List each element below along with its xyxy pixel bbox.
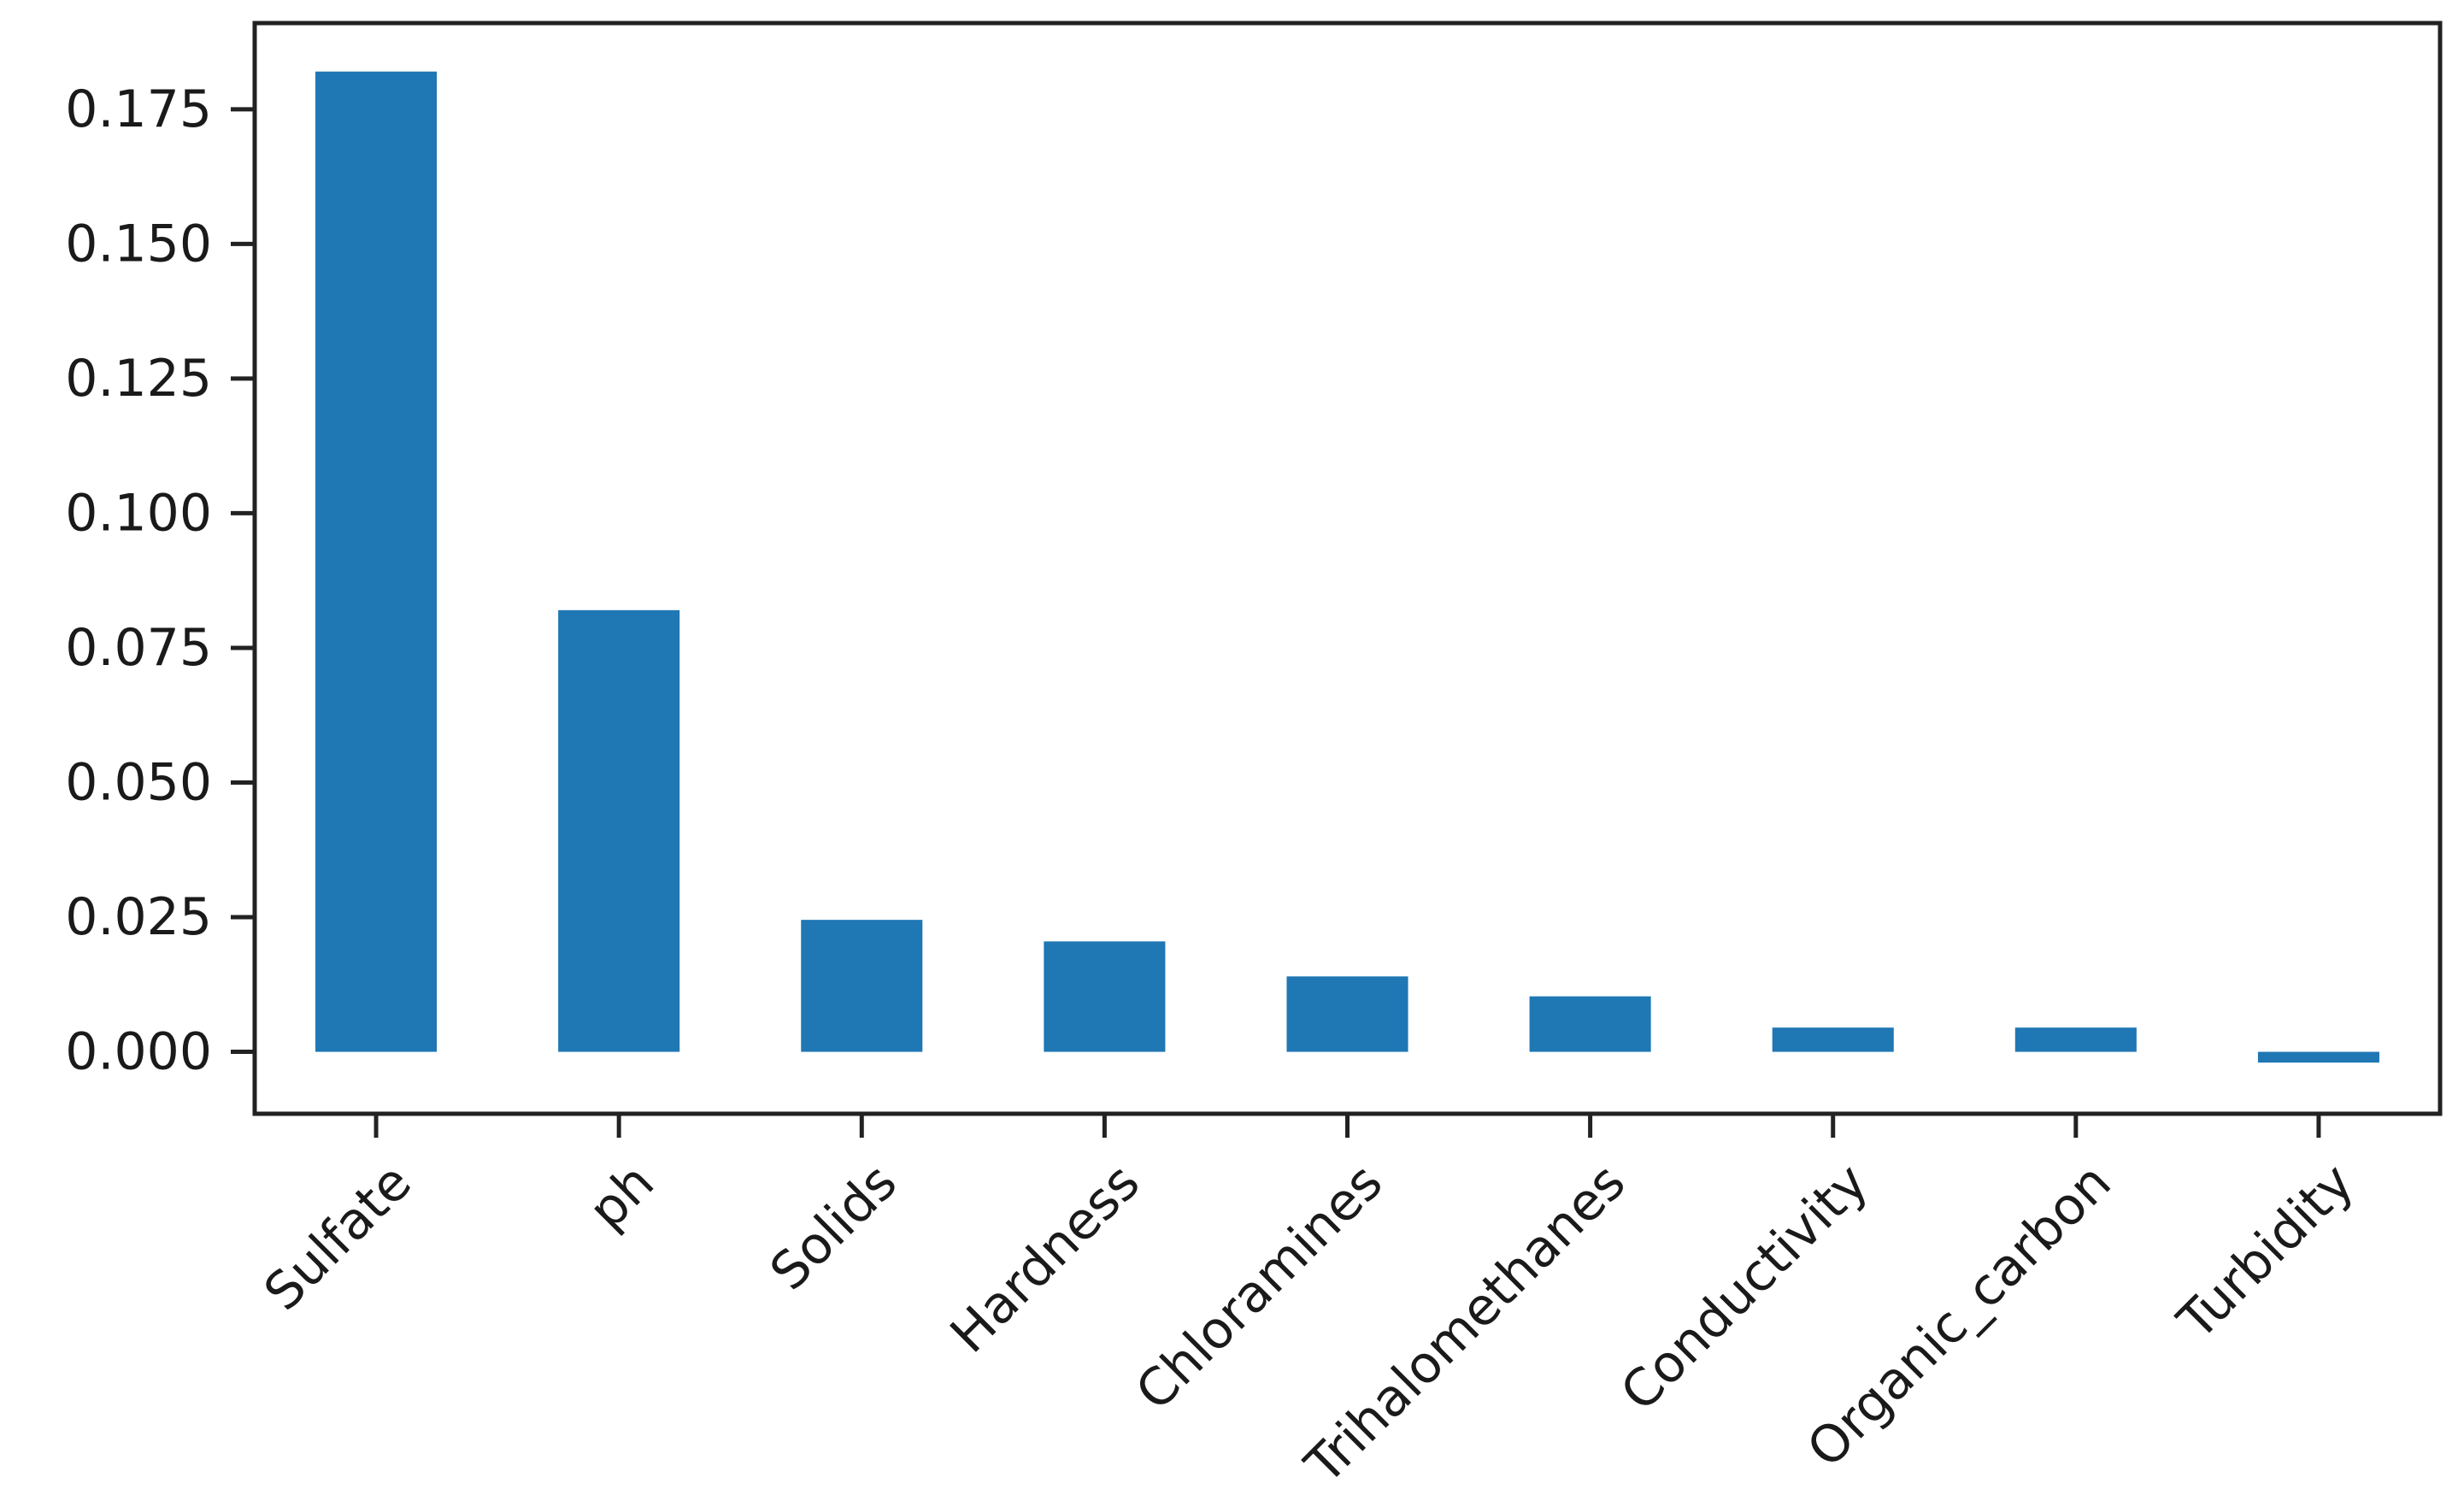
bar-organic_carbon (2014, 1027, 2137, 1052)
plot-frame (252, 21, 2443, 1116)
bar-trihalomethanes (1529, 996, 1651, 1052)
bar-sulfate (315, 71, 438, 1052)
bar-ph (558, 609, 680, 1052)
y-axis: 0.000 0.025 0.050 0.075 0.100 0.125 0.150 0.175 (65, 79, 255, 1082)
y-tick-label: 0.125 (65, 349, 212, 409)
bars-group (315, 71, 2379, 1063)
bar-conductivity (1772, 1027, 1894, 1052)
y-tick-label: 0.175 (65, 79, 212, 139)
bar-chloramines (1286, 976, 1408, 1052)
bar-hardness (1044, 941, 1166, 1052)
y-tick-label: 0.025 (65, 887, 212, 947)
bar-turbidity (2257, 1051, 2379, 1063)
y-tick-label: 0.000 (65, 1022, 212, 1082)
y-tick-label: 0.050 (65, 752, 212, 812)
y-tick-label: 0.150 (65, 214, 212, 274)
y-tick-label: 0.075 (65, 618, 212, 678)
y-tick-label: 0.100 (65, 483, 212, 543)
bar-solids (801, 920, 923, 1052)
